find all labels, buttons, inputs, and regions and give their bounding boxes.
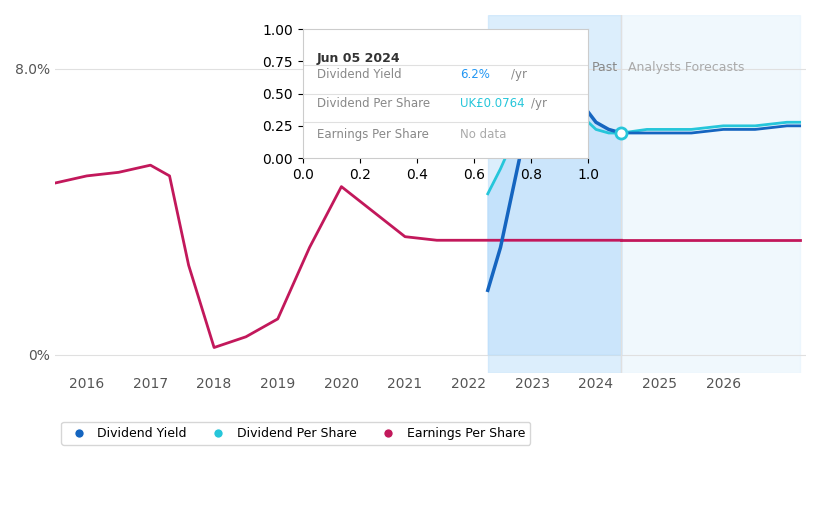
Bar <box>488 15 621 372</box>
Text: Analysts Forecasts: Analysts Forecasts <box>628 61 744 75</box>
Legend: Dividend Yield, Dividend Per Share, Earnings Per Share: Dividend Yield, Dividend Per Share, Earn… <box>62 422 530 445</box>
Bar <box>621 15 800 372</box>
Text: Past: Past <box>592 61 618 75</box>
Polygon shape <box>488 61 621 290</box>
